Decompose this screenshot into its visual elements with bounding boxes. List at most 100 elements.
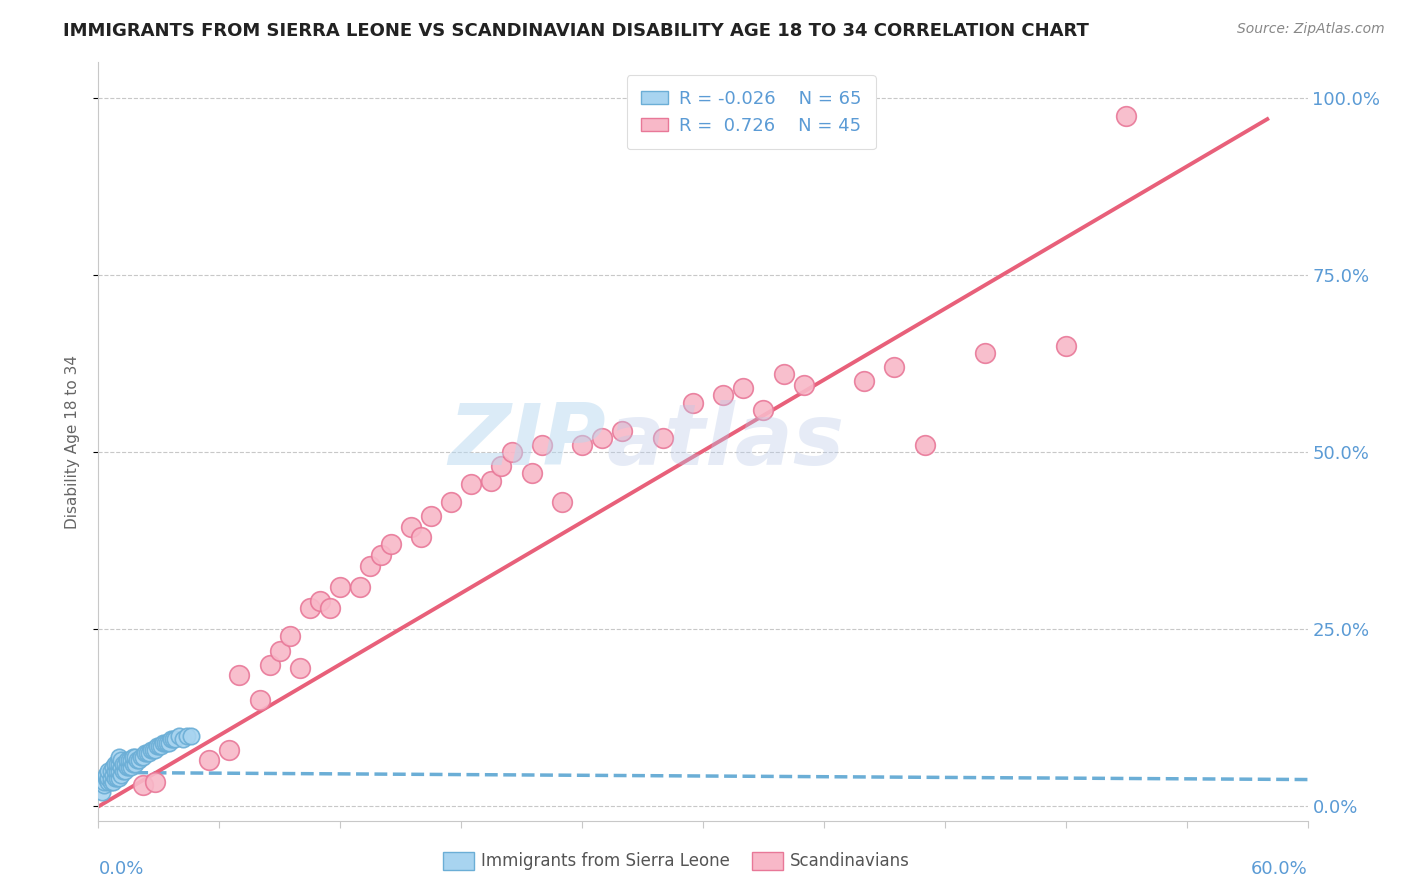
Point <box>152 736 174 750</box>
Point <box>143 774 166 789</box>
Point <box>218 743 240 757</box>
Point <box>491 459 513 474</box>
Y-axis label: Disability Age 18 to 34: Disability Age 18 to 34 <box>65 354 80 529</box>
Point <box>97 774 120 789</box>
Point <box>129 750 152 764</box>
Point <box>167 729 190 743</box>
Point <box>772 368 794 382</box>
Point <box>110 753 132 767</box>
Point <box>520 467 543 481</box>
Point <box>105 771 128 785</box>
Text: Scandinavians: Scandinavians <box>790 852 910 870</box>
Point <box>460 477 482 491</box>
Point <box>160 732 183 747</box>
Point <box>349 580 371 594</box>
Text: IMMIGRANTS FROM SIERRA LEONE VS SCANDINAVIAN DISABILITY AGE 18 TO 34 CORRELATION: IMMIGRANTS FROM SIERRA LEONE VS SCANDINA… <box>63 22 1090 40</box>
Point <box>138 747 160 761</box>
Point <box>309 594 332 608</box>
Point <box>125 753 148 767</box>
Point <box>853 374 876 388</box>
Point <box>420 508 443 523</box>
Point <box>91 785 114 799</box>
Point <box>100 774 122 789</box>
Point <box>101 774 124 789</box>
Point <box>914 438 936 452</box>
Point <box>180 729 202 743</box>
Point <box>1054 339 1077 353</box>
Point <box>118 753 141 767</box>
Point <box>110 767 132 781</box>
Point <box>105 756 128 771</box>
Point <box>380 537 402 551</box>
Point <box>97 764 120 778</box>
Point <box>107 756 129 771</box>
Point <box>105 764 128 778</box>
Point <box>132 778 155 792</box>
Point <box>440 495 463 509</box>
Point <box>370 548 392 562</box>
Point <box>124 756 146 771</box>
Point <box>96 767 118 781</box>
Point <box>612 424 634 438</box>
Point <box>101 760 124 774</box>
Point <box>103 764 125 778</box>
Point <box>121 750 143 764</box>
Point <box>793 377 815 392</box>
Point <box>409 530 432 544</box>
Text: Immigrants from Sierra Leone: Immigrants from Sierra Leone <box>481 852 730 870</box>
Point <box>139 743 162 757</box>
Point <box>711 388 734 402</box>
Point <box>107 764 129 778</box>
Point <box>228 668 250 682</box>
Point <box>111 756 134 771</box>
Legend: R = -0.026    N = 65, R =  0.726    N = 45: R = -0.026 N = 65, R = 0.726 N = 45 <box>627 75 876 149</box>
Point <box>299 601 322 615</box>
Point <box>329 580 352 594</box>
Point <box>974 346 997 360</box>
Point <box>571 438 593 452</box>
Point <box>100 764 122 778</box>
Point <box>288 661 311 675</box>
Point <box>733 381 755 395</box>
Point <box>134 747 156 761</box>
Point <box>135 747 157 761</box>
Point <box>153 736 176 750</box>
Point <box>259 657 281 672</box>
Point <box>115 753 138 767</box>
Point <box>1115 109 1137 123</box>
Point <box>481 474 503 488</box>
Point <box>149 739 172 754</box>
Point <box>132 750 155 764</box>
Text: 0.0%: 0.0% <box>98 860 143 878</box>
Point <box>278 629 301 643</box>
Point <box>142 743 165 757</box>
Point <box>120 753 142 767</box>
Point <box>128 753 150 767</box>
Point <box>157 736 180 750</box>
Point <box>110 760 132 774</box>
Point <box>399 519 422 533</box>
Point <box>148 739 170 754</box>
Text: atlas: atlas <box>606 400 845 483</box>
Point <box>101 767 124 781</box>
Point <box>551 495 574 509</box>
Point <box>501 445 523 459</box>
Point <box>752 402 775 417</box>
Point <box>143 743 166 757</box>
Point <box>118 760 141 774</box>
Point <box>100 771 122 785</box>
Point <box>319 601 342 615</box>
Point <box>96 771 118 785</box>
Point <box>114 756 136 771</box>
Point <box>111 764 134 778</box>
Point <box>530 438 553 452</box>
Point <box>146 739 169 754</box>
Point <box>103 756 125 771</box>
Point <box>591 431 613 445</box>
Text: Source: ZipAtlas.com: Source: ZipAtlas.com <box>1237 22 1385 37</box>
Point <box>269 643 291 657</box>
Point <box>97 771 120 785</box>
Point <box>156 736 179 750</box>
Point <box>172 732 194 747</box>
Point <box>121 756 143 771</box>
